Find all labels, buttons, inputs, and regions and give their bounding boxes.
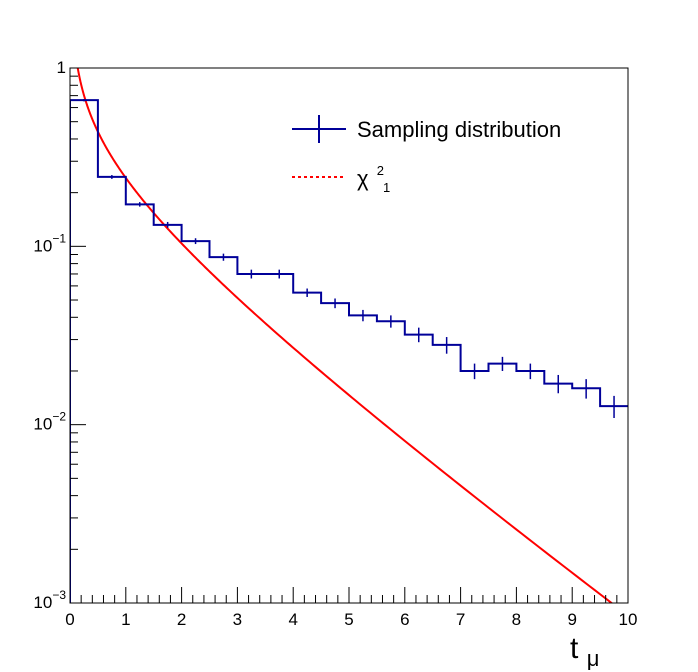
x-tick-label: 0 xyxy=(65,610,74,629)
x-tick-label: 1 xyxy=(121,610,130,629)
x-axis-label-main: t xyxy=(570,632,579,665)
y-tick-label-base: 10 xyxy=(33,593,52,612)
y-tick-label: 10−3 xyxy=(33,588,66,612)
y-tick-label: 10−2 xyxy=(33,410,66,434)
x-tick-label: 9 xyxy=(567,610,576,629)
y-tick-label-exponent: −2 xyxy=(52,410,66,424)
legend-label-chi2-main: χ xyxy=(357,166,369,191)
legend-label-chi2-sup: 2 xyxy=(377,163,384,178)
x-tick-label: 3 xyxy=(233,610,242,629)
y-tick-label-exponent: −1 xyxy=(52,231,66,245)
y-tick-label-base: 1 xyxy=(57,58,66,77)
x-tick-label: 8 xyxy=(512,610,521,629)
y-tick-label: 1 xyxy=(57,58,66,77)
legend-label-chi2-sub: 1 xyxy=(383,180,390,195)
y-tick-label-base: 10 xyxy=(33,415,52,434)
legend-label-chi2: χ 2 1 xyxy=(357,155,390,195)
legend-entry-sampling-distribution: Sampling distribution xyxy=(292,115,561,143)
x-tick-label: 10 xyxy=(619,610,638,629)
y-tick-label: 10−1 xyxy=(33,231,66,255)
legend-label-sampling-distribution: Sampling distribution xyxy=(357,117,561,142)
x-tick-label: 5 xyxy=(344,610,353,629)
legend: Sampling distribution χ 2 1 xyxy=(292,115,561,195)
x-tick-label: 2 xyxy=(177,610,186,629)
histogram-layer xyxy=(70,99,628,603)
x-tick-label: 4 xyxy=(288,610,297,629)
x-axis-label: t μ xyxy=(570,632,599,671)
x-tick-label: 7 xyxy=(456,610,465,629)
x-axis-label-sub: μ xyxy=(587,646,600,671)
legend-entry-chi2: χ 2 1 xyxy=(292,155,390,195)
chi2-curve xyxy=(76,68,614,603)
chi2-curve-layer xyxy=(76,68,614,603)
y-tick-label-base: 10 xyxy=(33,236,52,255)
x-tick-label: 6 xyxy=(400,610,409,629)
y-tick-label-exponent: −3 xyxy=(52,588,66,602)
